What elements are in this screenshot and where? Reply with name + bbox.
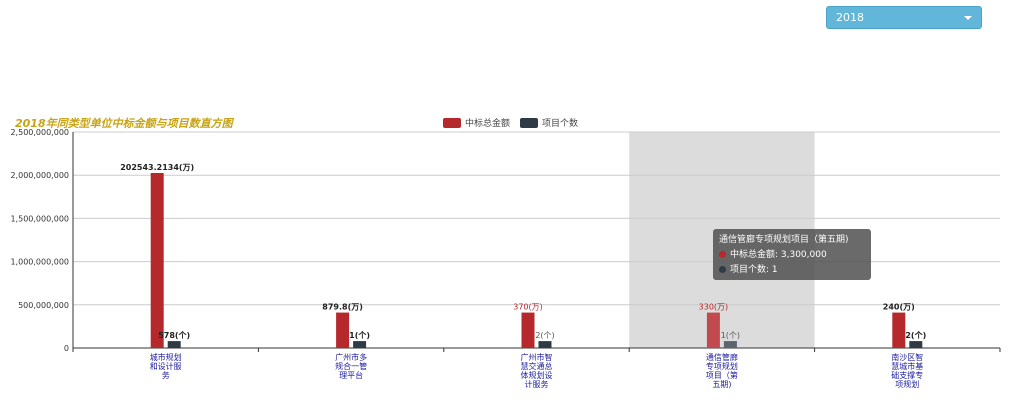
tooltip-dot-amount <box>719 251 726 258</box>
x-category-label: 项规划 <box>895 379 919 389</box>
bar-label-amount: 879.8(万) <box>322 303 363 312</box>
x-category-label: 项目（第 <box>706 370 738 380</box>
chart-title: 2018年同类型单位中标金额与项目数直方图 <box>15 117 233 130</box>
bar-count <box>538 341 552 348</box>
bar-amount <box>150 173 164 348</box>
year-select-value: 2018 <box>836 11 864 24</box>
x-category-label: 务 <box>162 370 170 380</box>
bar-amount <box>892 312 906 348</box>
bar-label-count: 2(个) <box>905 330 926 340</box>
x-category-label: 慧城市基 <box>891 361 923 371</box>
bar-label-amount: 330(万) <box>699 303 729 312</box>
y-tick-label: 2,000,000,000 <box>10 171 69 180</box>
x-category-label: 慧交通总 <box>521 361 553 371</box>
x-category-label: 通信管廊 <box>706 352 738 362</box>
y-tick-label: 500,000,000 <box>18 301 69 310</box>
x-category-label: 计服务 <box>525 379 549 389</box>
x-category-label: 广州市智 <box>521 352 553 362</box>
y-tick-label: 0 <box>64 344 69 353</box>
legend-label-amount: 中标总金额 <box>465 119 511 129</box>
legend-swatch-amount <box>443 117 461 128</box>
y-tick-label: 2,500,000,000 <box>10 128 69 137</box>
bar-label-count: 1(个) <box>349 330 370 340</box>
chevron-down-icon <box>964 16 972 20</box>
bar-amount <box>706 312 720 348</box>
x-category-label: 五期) <box>712 380 731 389</box>
x-category-label: 专项规划 <box>706 361 738 371</box>
bar-count <box>353 341 367 348</box>
x-category-label: 础支撑专 <box>891 370 923 380</box>
legend-swatch-count <box>520 117 539 128</box>
tooltip-amount-text: 中标总金额: 3,300,000 <box>730 250 827 260</box>
y-tick-label: 1,500,000,000 <box>10 214 69 223</box>
bar-label-count: 2(个) <box>535 331 554 340</box>
bar-label-amount: 240(万) <box>883 303 915 312</box>
bar-amount <box>521 312 535 348</box>
tooltip-dot-count <box>719 266 726 273</box>
x-category-label: 体规划设 <box>521 370 553 380</box>
tooltip-title: 通信管廊专项规划项目（第五期) <box>719 235 849 245</box>
bar-count <box>909 341 923 348</box>
bar-count <box>167 341 181 348</box>
legend-item-amount[interactable]: 中标总金额 <box>443 116 510 129</box>
bar-count <box>723 341 737 348</box>
x-category-label: 城市规划 <box>150 352 182 362</box>
legend-label-count: 项目个数 <box>542 119 579 129</box>
tooltip: 通信管廊专项规划项目（第五期) 中标总金额: 3,300,000 项目个数: 1 <box>713 229 871 280</box>
year-select[interactable]: 2018 <box>826 6 982 29</box>
bar-label-count: 578(个) <box>158 330 190 340</box>
y-tick-label: 1,000,000,000 <box>10 258 69 267</box>
tooltip-count-text: 项目个数: 1 <box>730 265 778 275</box>
legend: 中标总金额 项目个数 <box>443 116 588 129</box>
tooltip-row-amount: 中标总金额: 3,300,000 <box>719 248 865 263</box>
x-category-label: 南沙区智 <box>891 352 923 362</box>
bar-label-count: 1(个) <box>721 331 740 340</box>
tooltip-row-count: 项目个数: 1 <box>719 263 865 278</box>
bar-label-amount: 202543.2134(万) <box>120 163 194 172</box>
x-category-label: 和设计服 <box>150 361 182 371</box>
x-category-label: 广州市多 <box>335 352 367 362</box>
x-category-label: 规合一管 <box>335 361 367 371</box>
x-category-label: 理平台 <box>339 370 363 380</box>
bar-amount <box>336 312 350 348</box>
legend-item-count[interactable]: 项目个数 <box>520 116 578 129</box>
bar-label-amount: 370(万) <box>513 303 543 312</box>
